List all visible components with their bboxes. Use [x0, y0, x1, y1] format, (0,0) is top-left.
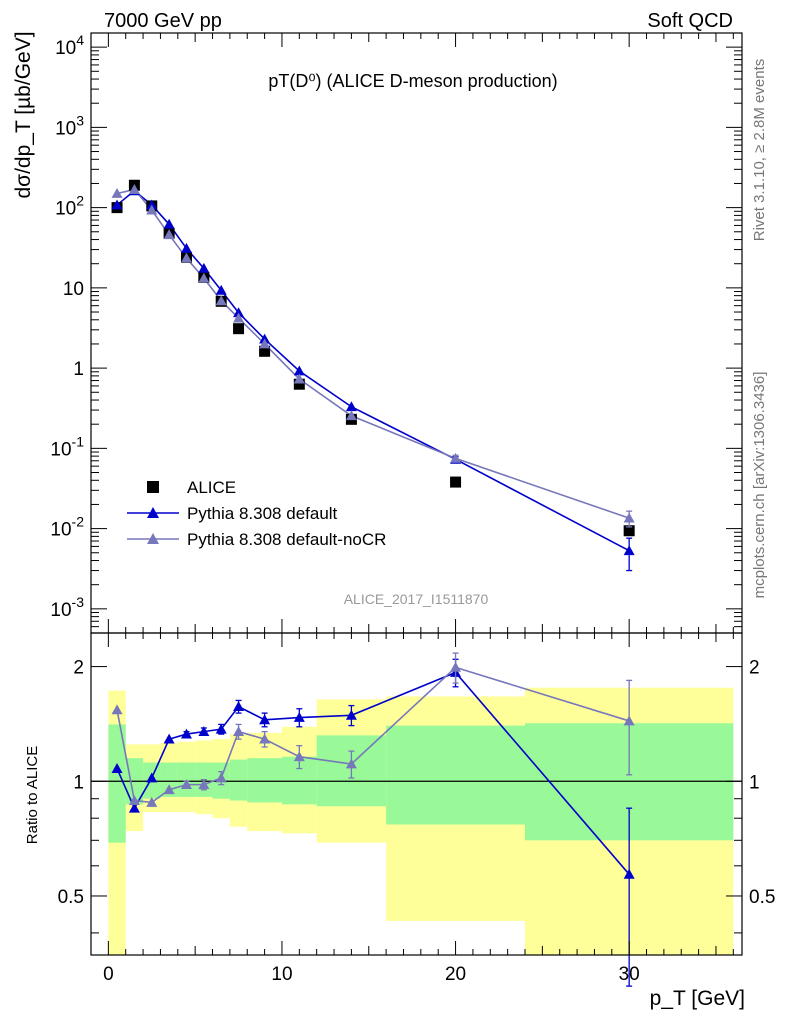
ratio-point [215, 772, 227, 783]
pythia-data-point [345, 410, 357, 421]
ratio-point [215, 723, 227, 734]
mcplots-label: mcplots.cern.ch [arXiv:1306.3436] [751, 372, 768, 599]
ratio-y-tick-label-right: 0.5 [749, 887, 775, 908]
ratio-point [180, 728, 192, 739]
legend-label: Pythia 8.308 default-noCR [187, 530, 386, 549]
pythia-data-point [180, 252, 192, 263]
ratio-point [345, 758, 357, 769]
ratio-plot [91, 652, 742, 987]
main-y-tick-label: 10-1 [50, 433, 84, 460]
ratio-y-tick-label-right: 2 [749, 658, 760, 679]
ratio-y-tick-label: 1 [73, 772, 84, 793]
ratio-point [128, 795, 140, 805]
alice-data-point [450, 476, 462, 488]
ratio-point [163, 784, 175, 795]
inner-band-bin [386, 725, 525, 825]
pythia-data-point [623, 545, 635, 556]
pythia-data-point [198, 262, 210, 273]
x-tick-label: 30 [619, 964, 640, 985]
ratio-point [293, 751, 305, 762]
inner-band-bin [229, 759, 248, 801]
pythia-data-point [128, 184, 140, 194]
main-y-tick-label: 103 [55, 112, 84, 139]
alice-data-point [233, 323, 245, 335]
alice-data-point [293, 378, 305, 390]
pythia-data-point [215, 295, 227, 306]
pythia-data-point [198, 272, 210, 283]
header-left: 7000 GeV pp [104, 10, 222, 32]
rivet-label: Rivet 3.1.10, ≥ 2.8M events [751, 59, 768, 242]
ratio-y-tick-label: 0.5 [58, 887, 84, 908]
pythia-data-point [293, 373, 305, 384]
analysis-label: ALICE_2017_I1511870 [344, 591, 489, 607]
alice-data-point [623, 525, 635, 537]
ratio-point [345, 709, 357, 720]
pythia-data-point [111, 199, 123, 210]
ratio-y-tick-label-right: 1 [749, 772, 760, 793]
ratio-point [128, 802, 140, 813]
header-right: Soft QCD [647, 10, 733, 32]
ratio-point [259, 714, 271, 725]
pythia-data-point [180, 242, 192, 253]
main-y-tick-label: 10-3 [50, 594, 84, 621]
legend: ALICE Pythia 8.308 default Pythia 8.308 de… [127, 478, 386, 549]
pythia-data-point [163, 229, 175, 240]
main-y-tick-label: 102 [55, 193, 84, 220]
ratio-point [233, 726, 245, 737]
legend-marker-triangle [147, 507, 159, 518]
x-tick-label: 20 [445, 964, 466, 985]
ratio-y-label: Ratio to ALICE [24, 746, 41, 844]
ratio-point [259, 733, 271, 744]
main-series-line [116, 188, 630, 519]
pythia-data-point [163, 218, 175, 229]
main-y-tick-label: 10 [63, 279, 84, 300]
pythia-data-point [215, 284, 227, 295]
ratio-point [163, 733, 175, 744]
ratio-point [146, 796, 158, 807]
pythia-data-point [293, 365, 305, 376]
ratio-point [111, 763, 123, 773]
ratio-point [198, 779, 210, 790]
x-tick-label: 10 [271, 964, 292, 985]
main-y-label: dσ/dp_T [µb/GeV] [12, 31, 35, 198]
pythia-data-point [345, 401, 357, 412]
ratio-point [146, 772, 158, 783]
pythia-data-point [259, 338, 271, 349]
x-tick-label: 0 [103, 964, 114, 985]
pythia-data-point [450, 452, 462, 463]
ratio-point [623, 715, 635, 726]
pythia-data-point [623, 512, 635, 523]
ratio-y-tick-label: 2 [73, 658, 84, 679]
ratio-point [233, 701, 245, 712]
legend-marker-triangle [147, 533, 159, 544]
legend-label: Pythia 8.308 default [187, 504, 338, 523]
inner-band-bin [247, 758, 282, 803]
ratio-point [293, 712, 305, 722]
ratio-point [623, 868, 635, 879]
pythia-data-point [146, 199, 158, 210]
main-plot [111, 179, 635, 572]
inner-band-bin [108, 724, 126, 843]
legend-marker-square [147, 481, 159, 493]
chart-title: pT(D⁰) (ALICE D-meson production) [268, 71, 557, 91]
main-y-tick-label: 1 [73, 359, 84, 380]
pythia-data-point [146, 204, 158, 215]
pythia-data-point [233, 312, 245, 323]
main-y-tick-label: 104 [55, 32, 84, 59]
x-axis-label: p_T [GeV] [650, 987, 745, 1010]
ratio-point [111, 704, 123, 715]
ratio-point [198, 726, 210, 737]
alice-data-point [259, 345, 271, 357]
legend-label: ALICE [187, 478, 236, 497]
ratio-point [450, 661, 462, 672]
ratio-frame [90, 632, 743, 956]
pythia-data-point [233, 307, 245, 318]
main-y-tick-label: 10-2 [50, 514, 84, 541]
ratio-point [180, 779, 192, 790]
pythia-data-point [111, 187, 123, 198]
